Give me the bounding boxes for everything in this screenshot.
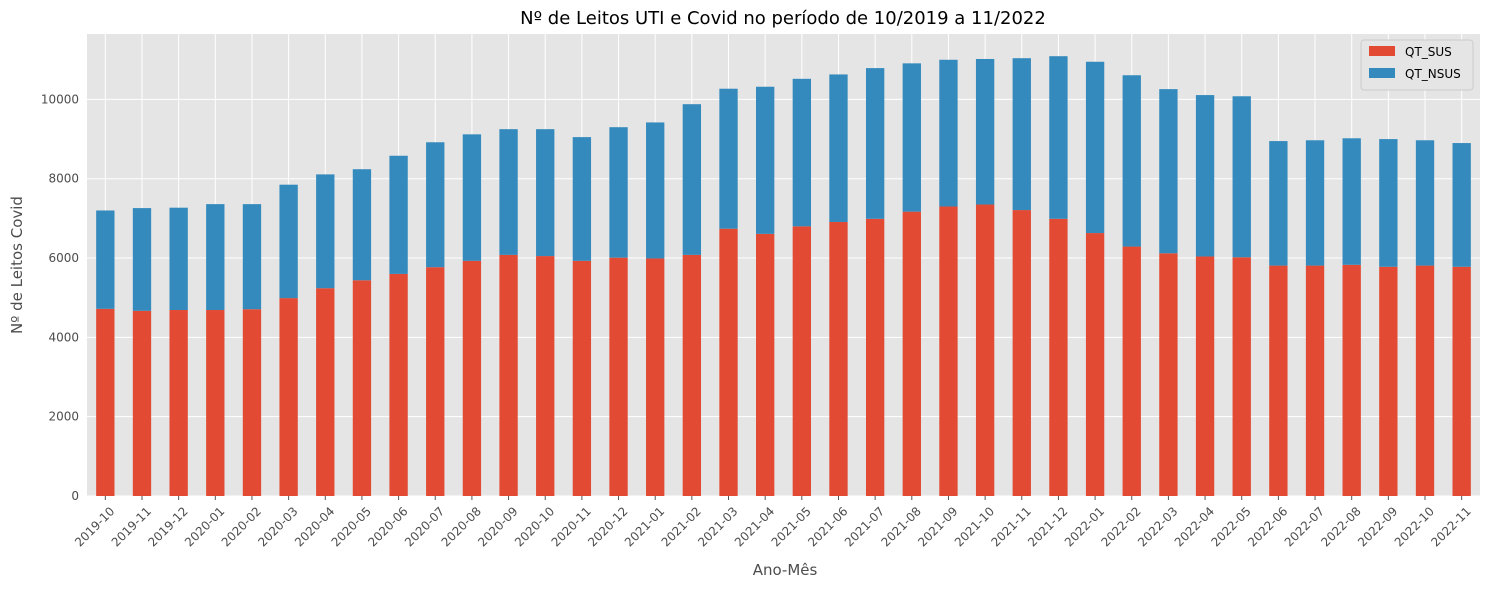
bar-qt-nsus-2021-03 [719, 88, 738, 229]
y-tick-label: 10000 [41, 92, 79, 106]
bar-qt-nsus-2020-04 [316, 174, 335, 289]
bar-qt-sus-2021-09 [939, 206, 958, 496]
legend-label-sus: QT_SUS [1405, 45, 1452, 59]
chart-title: Nº de Leitos UTI e Covid no período de 1… [520, 8, 1046, 29]
bar-qt-sus-2021-07 [865, 218, 885, 497]
y-tick-label: 6000 [48, 251, 79, 265]
bar-qt-nsus-2022-05 [1232, 96, 1251, 258]
y-tick-label: 0 [71, 489, 79, 503]
bar-qt-sus-2020-12 [609, 257, 628, 496]
bar-qt-nsus-2020-05 [352, 169, 372, 281]
bar-qt-nsus-2021-11 [1012, 58, 1031, 211]
bar-qt-nsus-2020-12 [609, 127, 628, 258]
bar-qt-nsus-2022-09 [1379, 139, 1398, 267]
bar-qt-sus-2020-10 [536, 256, 555, 496]
bar-qt-sus-2020-01 [206, 310, 225, 496]
bar-qt-sus-2020-07 [426, 267, 445, 496]
bar-qt-sus-2022-03 [1159, 253, 1178, 496]
bar-qt-nsus-2021-01 [646, 122, 665, 259]
bar-qt-nsus-2021-07 [865, 68, 885, 219]
bar-qt-nsus-2021-02 [682, 104, 702, 255]
bar-qt-sus-2021-01 [646, 258, 665, 496]
bar-qt-nsus-2019-11 [132, 208, 152, 311]
bar-qt-nsus-2022-10 [1415, 140, 1435, 266]
bar-qt-sus-2020-03 [279, 298, 298, 496]
bar-qt-sus-2020-09 [499, 254, 518, 496]
bar-qt-sus-2022-06 [1269, 265, 1288, 496]
bar-qt-nsus-2020-01 [206, 204, 225, 311]
x-tick-labels: 2019-102019-112019-122020-012020-022020-… [72, 496, 1474, 550]
bar-qt-sus-2022-01 [1085, 233, 1105, 496]
bar-qt-sus-2020-05 [352, 280, 372, 496]
bar-qt-nsus-2022-08 [1342, 138, 1361, 265]
bar-qt-nsus-2022-01 [1085, 61, 1105, 234]
bar-qt-sus-2020-02 [242, 309, 262, 496]
bar-qt-nsus-2019-12 [169, 207, 188, 311]
bars [96, 56, 1471, 497]
bar-qt-sus-2021-04 [756, 233, 775, 497]
y-axis-label: Nº de Leitos Covid [8, 196, 26, 334]
bar-qt-sus-2021-12 [1049, 218, 1068, 497]
bar-qt-sus-2020-11 [572, 260, 592, 496]
legend-swatch-nsus [1369, 68, 1395, 78]
bar-qt-sus-2021-05 [792, 226, 811, 496]
y-tick-label: 4000 [48, 330, 79, 344]
bar-qt-nsus-2022-03 [1159, 89, 1178, 254]
bar-qt-nsus-2020-08 [462, 134, 482, 261]
bar-qt-nsus-2022-11 [1452, 143, 1471, 267]
bar-qt-nsus-2022-07 [1305, 140, 1325, 266]
bar-qt-sus-2021-11 [1012, 210, 1031, 496]
legend-swatch-sus [1369, 46, 1395, 56]
bar-qt-nsus-2021-09 [939, 59, 958, 207]
y-tick-label: 8000 [48, 172, 79, 186]
bar-qt-sus-2019-10 [96, 308, 115, 496]
bar-qt-nsus-2021-12 [1049, 56, 1068, 219]
bar-qt-sus-2022-10 [1415, 265, 1435, 496]
bar-qt-sus-2021-02 [682, 254, 702, 496]
bar-qt-nsus-2020-10 [536, 129, 555, 257]
bar-qt-sus-2021-10 [975, 204, 995, 496]
legend-label-nsus: QT_NSUS [1405, 67, 1461, 81]
bar-qt-sus-2021-08 [902, 211, 921, 496]
bar-qt-nsus-2022-02 [1122, 75, 1141, 247]
bar-qt-sus-2020-04 [316, 288, 335, 496]
bar-qt-nsus-2020-09 [499, 129, 518, 255]
bar-qt-nsus-2021-08 [902, 63, 921, 212]
bar-qt-nsus-2020-11 [572, 137, 592, 261]
bar-qt-nsus-2020-07 [426, 142, 445, 268]
bar-qt-nsus-2019-10 [96, 210, 115, 309]
bar-qt-sus-2022-05 [1232, 257, 1251, 496]
bar-qt-nsus-2020-03 [279, 184, 298, 299]
bar-qt-sus-2022-07 [1305, 265, 1325, 496]
bar-qt-sus-2022-11 [1452, 266, 1471, 496]
bar-qt-sus-2020-06 [389, 273, 408, 496]
x-tick-label: 2022-11 [1428, 504, 1473, 549]
legend: QT_SUS QT_NSUS [1360, 39, 1474, 91]
bar-qt-sus-2022-09 [1379, 266, 1398, 496]
bar-qt-sus-2022-02 [1122, 246, 1141, 496]
y-tick-label: 2000 [48, 410, 79, 424]
bar-qt-nsus-2021-04 [756, 86, 775, 234]
bar-qt-sus-2021-06 [829, 221, 848, 496]
bar-qt-nsus-2020-02 [242, 204, 262, 310]
bar-qt-nsus-2022-06 [1269, 141, 1288, 266]
bar-qt-nsus-2020-06 [389, 155, 408, 274]
bar-qt-sus-2022-04 [1195, 256, 1215, 496]
bar-qt-sus-2021-03 [719, 228, 738, 496]
bar-qt-sus-2019-11 [132, 310, 152, 496]
bar-qt-nsus-2021-06 [829, 74, 848, 222]
y-tick-labels: 0 2000 4000 6000 8000 10000 [41, 92, 79, 503]
bar-qt-sus-2019-12 [169, 310, 188, 496]
bar-qt-nsus-2021-10 [975, 58, 995, 205]
bar-qt-sus-2020-08 [462, 260, 482, 496]
x-axis-label: Ano-Mês [753, 561, 818, 579]
bar-qt-nsus-2022-04 [1195, 95, 1215, 257]
bar-qt-sus-2022-08 [1342, 264, 1361, 496]
bar-qt-nsus-2021-05 [792, 78, 811, 227]
